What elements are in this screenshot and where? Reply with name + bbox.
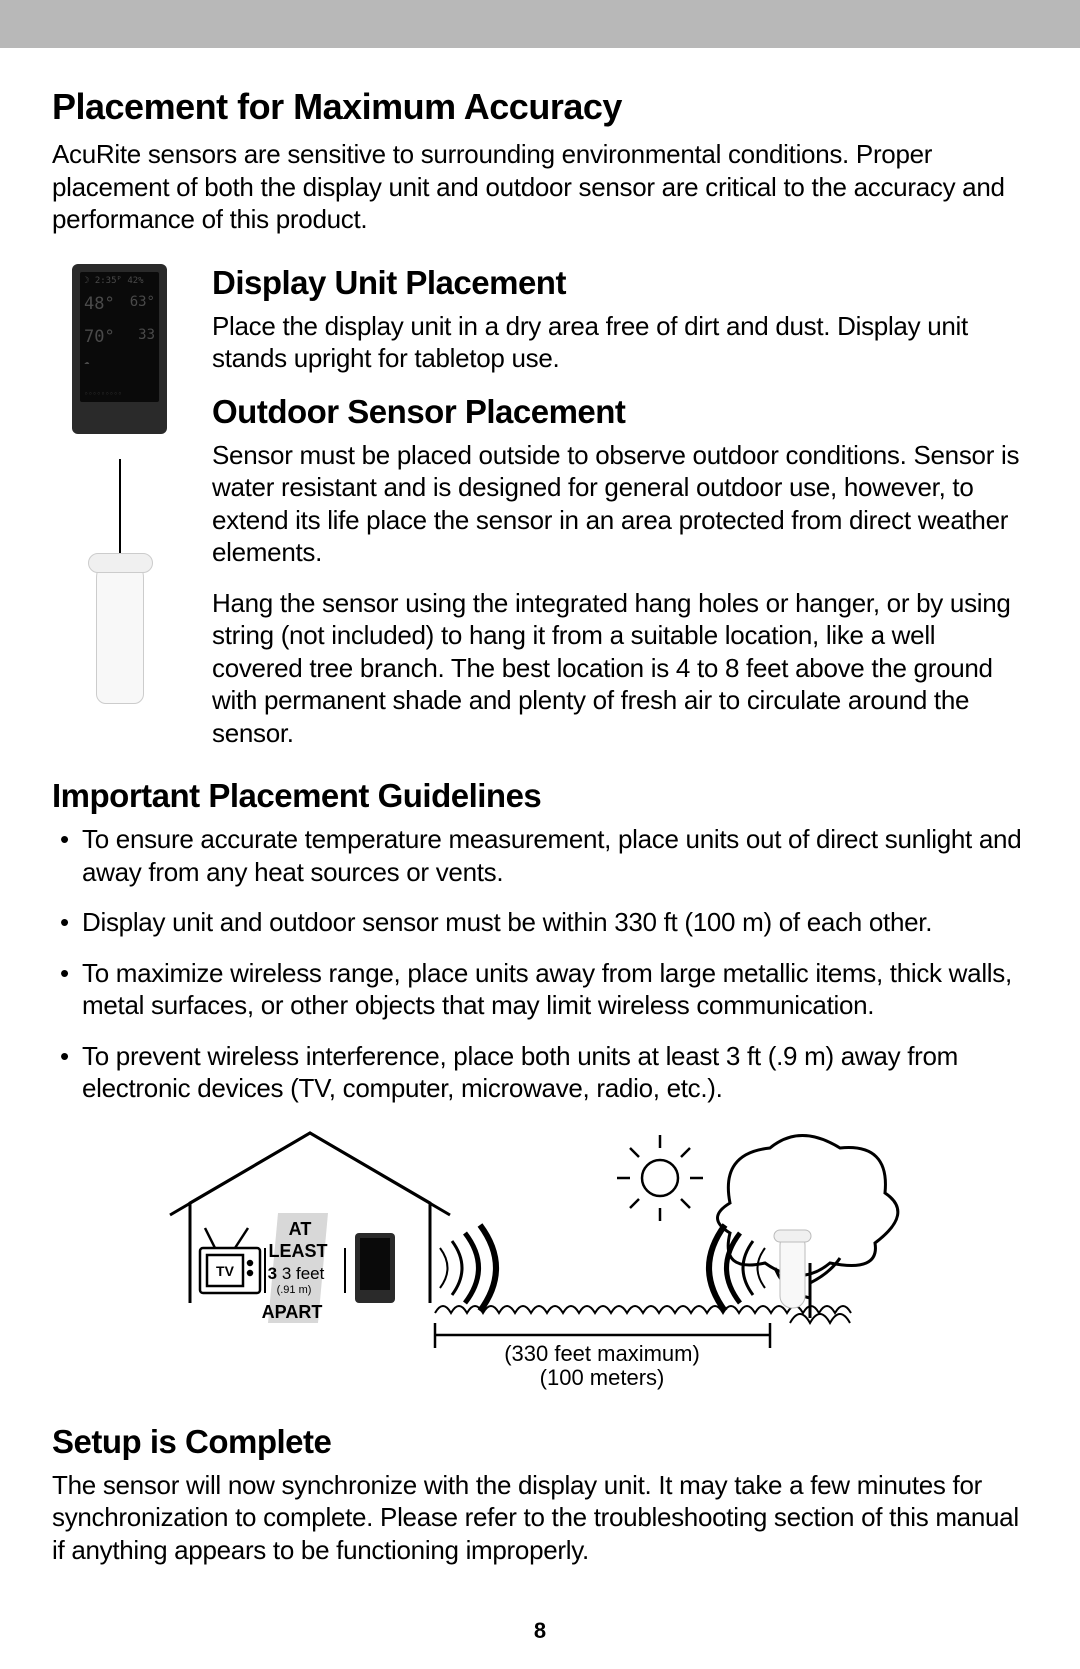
tv-icon	[200, 1228, 260, 1293]
bullet-2: Display unit and outdoor sensor must be …	[52, 906, 1028, 939]
sensor-cap	[88, 553, 153, 573]
guidelines-list: To ensure accurate temperature measureme…	[52, 823, 1028, 1105]
guidelines-section: Important Placement Guidelines To ensure…	[52, 777, 1028, 1105]
signal-left-icon	[709, 1225, 765, 1311]
svg-text:3 3 feet: 3 3 feet	[268, 1264, 325, 1283]
page-content: Placement for Maximum Accuracy AcuRite s…	[0, 48, 1080, 1566]
bullet-1: To ensure accurate temperature measureme…	[52, 823, 1028, 888]
bullet-3: To maximize wireless range, place units …	[52, 957, 1028, 1022]
sensor-string	[119, 459, 121, 554]
heading-setup-complete: Setup is Complete	[52, 1423, 1028, 1461]
label-3feet: 3 feet	[282, 1264, 325, 1283]
display-screen: ☽ 2:35ᴾ 42% 48° 63° 70° 33 ☁ ◦◦◦◦◦◦◦◦◦	[80, 272, 159, 402]
tv-label: TV	[216, 1263, 235, 1279]
heading-sensor-placement: Outdoor Sensor Placement	[212, 393, 1028, 431]
placement-diagram: TV AT LEAST 3 3 feet (.91 m) APART	[160, 1123, 920, 1393]
tree-icon	[718, 1135, 898, 1323]
label-apart: APART	[262, 1302, 323, 1322]
label-least: LEAST	[268, 1241, 327, 1261]
label-100m: (100 meters)	[540, 1365, 665, 1390]
sensor-illustration	[96, 459, 144, 704]
sensor-body	[96, 554, 144, 704]
text-column: Display Unit Placement Place the display…	[212, 264, 1028, 750]
top-bar	[0, 0, 1080, 48]
display-unit-illustration: ☽ 2:35ᴾ 42% 48° 63° 70° 33 ☁ ◦◦◦◦◦◦◦◦◦	[72, 264, 167, 434]
setup-complete-body: The sensor will now synchronize with the…	[52, 1469, 1028, 1567]
heading-guidelines: Important Placement Guidelines	[52, 777, 1028, 815]
display-placement-body: Place the display unit in a dry area fre…	[212, 310, 1028, 375]
label-at: AT	[289, 1219, 312, 1239]
heading-placement-accuracy: Placement for Maximum Accuracy	[52, 86, 1028, 128]
sensor-placement-body-1: Sensor must be placed outside to observe…	[212, 439, 1028, 569]
label-91m: (.91 m)	[277, 1284, 312, 1296]
label-330ft: (330 feet maximum)	[504, 1341, 700, 1366]
image-column: ☽ 2:35ᴾ 42% 48° 63° 70° 33 ☁ ◦◦◦◦◦◦◦◦◦	[52, 264, 187, 750]
device-row: ☽ 2:35ᴾ 42% 48° 63° 70° 33 ☁ ◦◦◦◦◦◦◦◦◦ D…	[52, 264, 1028, 750]
diagram-sensor	[780, 1233, 805, 1308]
sensor-placement-body-2: Hang the sensor using the integrated han…	[212, 587, 1028, 750]
signal-right-icon	[440, 1225, 496, 1311]
page-number: 8	[0, 1618, 1080, 1644]
sun-icon	[617, 1135, 703, 1221]
heading-display-placement: Display Unit Placement	[212, 264, 1028, 302]
bullet-4: To prevent wireless interference, place …	[52, 1040, 1028, 1105]
intro-paragraph: AcuRite sensors are sensitive to surroun…	[52, 138, 1028, 236]
